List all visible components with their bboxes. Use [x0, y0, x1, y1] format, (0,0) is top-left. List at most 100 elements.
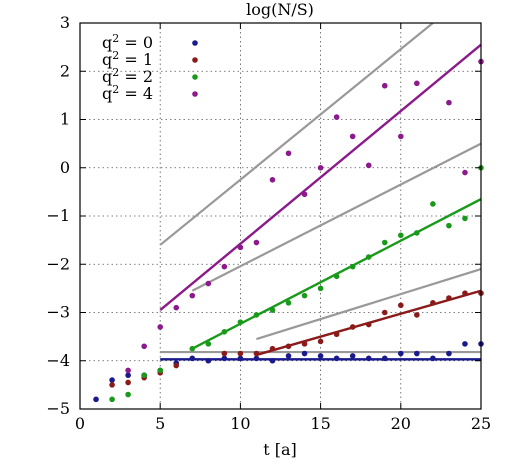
x-axis-title: t [a]: [263, 440, 297, 459]
y-tick-label: −2: [46, 254, 70, 273]
data-point-series-2: [189, 345, 196, 352]
data-point-series-3: [414, 80, 420, 87]
data-point-series-1: [365, 321, 372, 328]
legend-marker: [192, 40, 198, 46]
data-point-series-0: [430, 355, 436, 362]
data-point-series-2: [141, 372, 147, 379]
legend-label: q2 = 1: [102, 49, 153, 69]
data-point-series-0: [317, 353, 324, 359]
legend-marker: [192, 91, 198, 97]
y-tick-label: 1: [60, 110, 70, 129]
data-point-series-0: [301, 350, 308, 357]
data-point-series-2: [221, 329, 228, 335]
data-point-series-0: [462, 341, 468, 347]
data-point-series-0: [189, 355, 196, 362]
y-tick-label: 3: [60, 13, 70, 32]
data-point-series-1: [381, 309, 388, 316]
y-tick-label: −3: [46, 303, 70, 322]
data-point-series-2: [269, 307, 276, 313]
data-point-series-1: [173, 362, 180, 369]
x-tick-label: 20: [391, 414, 411, 433]
data-point-series-3: [253, 239, 260, 246]
data-point-series-3: [157, 324, 163, 330]
data-point-series-0: [446, 350, 452, 357]
data-point-series-0: [333, 355, 340, 362]
data-point-series-2: [414, 230, 420, 236]
data-point-series-2: [157, 367, 163, 374]
data-point-series-2: [109, 396, 115, 403]
data-point-series-0: [125, 372, 131, 379]
data-point-series-3: [205, 280, 212, 287]
data-point-series-3: [301, 191, 308, 198]
legend-marker: [192, 57, 198, 63]
reference-line: [191, 142, 481, 292]
data-point-series-1: [430, 300, 436, 306]
data-point-series-2: [462, 215, 468, 222]
data-point-series-0: [349, 353, 356, 359]
data-point-series-0: [414, 350, 420, 357]
data-point-series-3: [398, 133, 404, 140]
x-tick-label: 5: [155, 414, 165, 433]
data-point-series-3: [141, 343, 147, 350]
data-point-series-3: [349, 133, 356, 140]
data-point-series-1: [349, 324, 356, 330]
data-point-series-1: [446, 295, 452, 301]
data-point-series-2: [317, 285, 324, 292]
data-point-series-0: [365, 355, 372, 362]
data-point-series-3: [317, 164, 324, 171]
data-point-series-2: [301, 292, 308, 299]
x-tick-label: 25: [471, 414, 491, 433]
reference-line: [159, 23, 434, 246]
data-point-series-0: [253, 355, 260, 362]
data-point-series-1: [414, 312, 420, 318]
data-point-series-1: [462, 290, 468, 297]
data-point-series-1: [109, 382, 115, 388]
data-point-series-3: [269, 177, 276, 183]
data-point-series-2: [125, 391, 131, 398]
data-point-series-2: [205, 341, 212, 347]
reference-lines: [159, 23, 481, 354]
data-point-series-3: [333, 114, 340, 120]
data-point-series-1: [221, 350, 228, 357]
data-point-series-2: [381, 239, 388, 246]
y-tick-label: −4: [46, 351, 70, 370]
data-point-series-1: [269, 345, 276, 352]
data-point-series-3: [125, 367, 131, 374]
y-tick-label: −1: [46, 206, 70, 225]
data-point-series-2: [430, 201, 436, 207]
data-point-series-1: [317, 338, 324, 345]
data-points: [93, 58, 484, 403]
legend: q2 = 0q2 = 1q2 = 2q2 = 4: [102, 32, 198, 103]
data-point-series-2: [349, 263, 356, 270]
legend-label: q2 = 2: [102, 66, 153, 86]
data-point-series-1: [237, 350, 244, 357]
data-point-series-3: [173, 304, 180, 311]
data-point-series-3: [462, 169, 468, 176]
y-tick-label: 0: [60, 158, 70, 177]
data-point-series-0: [398, 350, 404, 357]
y-tick-label: −5: [46, 399, 70, 418]
data-point-series-0: [205, 357, 212, 364]
data-point-series-0: [285, 353, 292, 359]
reference-line: [256, 268, 481, 341]
data-point-series-1: [301, 341, 308, 347]
y-tick-label: 2: [60, 61, 70, 80]
data-point-series-0: [109, 377, 115, 383]
data-point-series-1: [125, 379, 131, 386]
data-point-series-2: [446, 222, 452, 229]
legend-label: q2 = 4: [102, 83, 153, 103]
data-point-series-2: [237, 319, 244, 325]
data-point-series-1: [285, 343, 292, 350]
x-tick-label: 10: [230, 414, 250, 433]
data-point-series-3: [381, 82, 388, 89]
data-point-series-2: [333, 273, 340, 280]
data-point-series-1: [398, 302, 404, 309]
chart-title: log(N/S): [246, 0, 314, 19]
data-point-series-0: [221, 355, 228, 362]
data-point-series-2: [253, 312, 260, 318]
data-point-series-3: [285, 150, 292, 157]
ticks: 0 5 10 15 20 25 −5 −4 −3 −2 −1 0 1 2 3: [46, 13, 491, 433]
data-point-series-0: [93, 396, 99, 403]
data-point-series-3: [189, 292, 196, 299]
data-point-series-3: [446, 99, 452, 106]
